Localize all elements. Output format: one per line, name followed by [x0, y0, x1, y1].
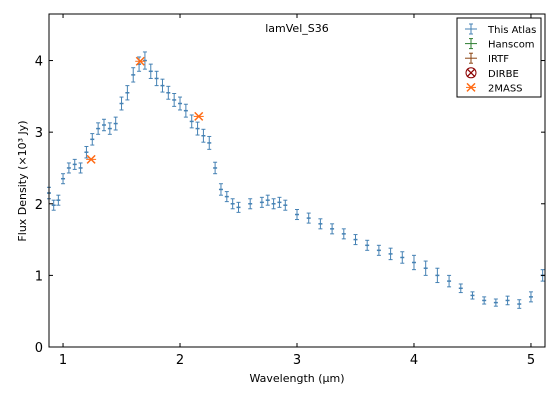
y-axis-label: Flux Density (×10³ Jy): [16, 120, 29, 241]
data-point-atlas: [183, 103, 188, 118]
data-point-atlas: [353, 234, 358, 246]
legend-label: IRTF: [488, 54, 509, 65]
y-tick-label: 1: [35, 269, 43, 284]
data-point-atlas: [61, 173, 66, 185]
data-point-atlas: [435, 267, 440, 284]
y-tick-label: 3: [35, 126, 43, 141]
legend-entry: DIRBE: [465, 67, 519, 80]
data-point-2mass: [86, 154, 97, 164]
data-point-atlas: [195, 121, 200, 136]
data-point-atlas: [218, 183, 223, 196]
data-point-atlas: [517, 299, 522, 309]
data-point-atlas: [66, 162, 71, 174]
data-point-atlas: [113, 116, 118, 131]
data-point-atlas: [166, 85, 171, 100]
data-point-atlas: [295, 209, 299, 221]
data-point-atlas: [90, 133, 95, 146]
data-point-2mass: [193, 111, 204, 121]
legend-entry: 2MASS: [466, 82, 523, 94]
data-point-atlas: [447, 274, 452, 288]
data-point-atlas: [318, 218, 323, 230]
data-point-atlas: [528, 291, 533, 303]
legend-entry: Hanscom: [465, 38, 535, 51]
data-point-atlas: [236, 201, 241, 213]
data-point-atlas: [201, 128, 206, 143]
data-point-atlas: [493, 298, 498, 307]
chart-title: lamVel_S36: [265, 22, 329, 35]
data-point-atlas: [458, 283, 463, 294]
chart-marks: [47, 51, 545, 309]
legend-label: This Atlas: [487, 25, 536, 36]
data-point-atlas: [365, 239, 370, 251]
data-point-atlas: [189, 114, 194, 129]
data-point-atlas: [51, 199, 56, 211]
data-point-atlas: [265, 194, 270, 206]
data-point-atlas: [470, 291, 475, 300]
data-point-atlas: [213, 161, 218, 175]
data-point-atlas: [505, 295, 510, 306]
axis-ticks: 1 2 3 4 5 0 1 2 3 4: [35, 14, 545, 368]
data-point-atlas: [142, 51, 147, 70]
data-point-atlas: [423, 260, 428, 276]
legend-label: Hanscom: [488, 40, 535, 51]
data-point-atlas: [72, 158, 77, 170]
data-point-atlas: [101, 118, 106, 132]
data-point-atlas: [154, 70, 159, 87]
data-point-atlas: [341, 228, 346, 240]
legend-label: 2MASS: [488, 83, 523, 94]
data-point-atlas: [84, 145, 89, 159]
y-tick-label: 4: [35, 55, 43, 70]
data-point-atlas: [411, 254, 416, 271]
data-point-atlas: [131, 67, 136, 83]
legend-label: DIRBE: [488, 69, 519, 80]
data-point-atlas: [400, 251, 405, 264]
data-point-atlas: [56, 194, 61, 206]
x-tick-label: 5: [527, 353, 535, 368]
data-point-atlas: [78, 162, 83, 174]
data-point-atlas: [306, 212, 311, 224]
data-point-atlas: [271, 198, 276, 210]
x-tick-label: 3: [293, 353, 301, 368]
data-point-atlas: [259, 196, 264, 208]
data-point-atlas: [277, 196, 282, 208]
x-tick-label: 1: [59, 353, 67, 368]
legend: This Atlas Hanscom IRTF DIRBE 2MASS: [456, 17, 542, 98]
data-point-2mass: [135, 56, 146, 66]
y-tick-label: 2: [35, 198, 43, 213]
data-point-atlas: [283, 199, 288, 211]
data-point-atlas: [207, 135, 212, 150]
data-point-atlas: [230, 198, 235, 210]
legend-entry: This Atlas: [465, 23, 536, 36]
data-point-atlas: [172, 92, 177, 107]
x-tick-label: 2: [176, 353, 184, 368]
data-point-atlas: [376, 244, 381, 256]
legend-entry: IRTF: [465, 52, 509, 65]
data-point-atlas: [388, 247, 393, 261]
x-tick-label: 4: [410, 353, 418, 368]
data-point-atlas: [482, 296, 487, 305]
data-point-atlas: [330, 223, 335, 235]
data-point-atlas: [96, 122, 101, 135]
data-point-atlas: [160, 78, 165, 93]
x-axis-label: Wavelength (μm): [249, 372, 344, 385]
data-point-atlas: [107, 122, 112, 135]
data-point-atlas: [248, 198, 253, 210]
data-point-atlas: [148, 63, 153, 79]
data-point-atlas: [125, 85, 130, 101]
data-point-atlas: [178, 96, 183, 111]
data-point-atlas: [224, 191, 229, 203]
data-point-atlas: [119, 96, 124, 111]
y-tick-label: 0: [35, 341, 43, 356]
